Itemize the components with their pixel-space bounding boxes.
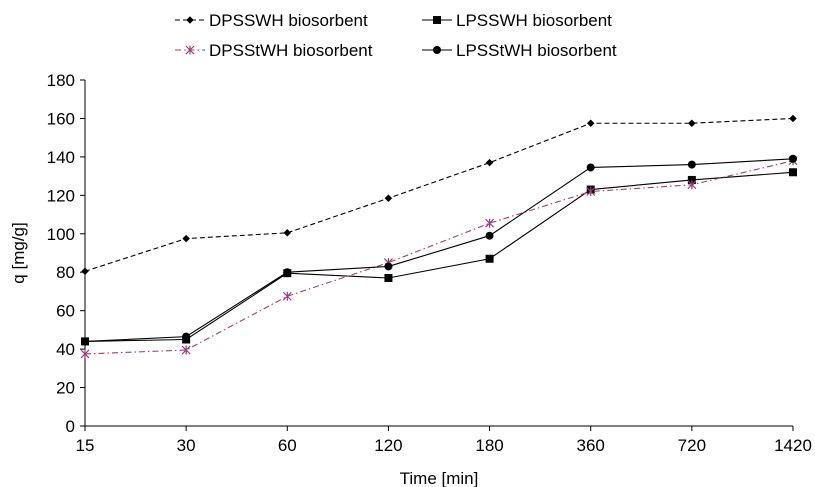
y-tick-label: 160 xyxy=(47,109,75,128)
data-point xyxy=(688,119,696,128)
series-line xyxy=(84,160,794,355)
legend-label: DPSStWH biosorbent xyxy=(209,41,373,60)
x-tick-label: 120 xyxy=(374,436,402,455)
data-point xyxy=(282,291,292,301)
data-point xyxy=(182,234,190,243)
x-tick-label: 180 xyxy=(475,436,503,455)
series-line xyxy=(84,158,794,342)
legend-label: LPSSWH biosorbent xyxy=(456,11,612,30)
series-line xyxy=(84,117,794,272)
y-tick-label: 40 xyxy=(56,340,75,359)
x-tick-label: 60 xyxy=(278,436,297,455)
y-tick-label: 100 xyxy=(47,225,75,244)
legend-marker xyxy=(433,16,441,24)
y-tick-label: 20 xyxy=(56,379,75,398)
series-line xyxy=(84,171,794,342)
series-0 xyxy=(81,114,797,276)
x-axis-ticks: 15 30 60 120 180 360 720 1420 xyxy=(76,426,812,455)
data-point xyxy=(789,168,797,177)
legend-item: DPSSWH biosorbent xyxy=(175,11,368,30)
series-1 xyxy=(81,168,797,346)
data-point xyxy=(182,332,191,341)
legend: DPSSWH biosorbent LPSSWH biosorbent DPSStW… xyxy=(175,11,617,60)
data-point xyxy=(586,163,595,172)
data-point xyxy=(384,194,393,203)
axes: 0 20 40 60 80 100 120 140 160 180 15 30 60 120 180 360… xyxy=(9,71,812,487)
x-tick-label: 720 xyxy=(678,436,706,455)
data-point xyxy=(81,337,89,346)
data-point xyxy=(283,228,292,237)
series-2 xyxy=(80,156,798,359)
legend-item: DPSStWH biosorbent xyxy=(175,41,373,60)
y-axis-title: q [mg/g] xyxy=(9,222,28,283)
x-tick-label: 30 xyxy=(177,436,196,455)
data-point xyxy=(283,268,292,277)
x-axis-title: Time [min] xyxy=(400,469,479,487)
legend-marker xyxy=(433,46,441,54)
legend-label: DPSSWH biosorbent xyxy=(209,11,368,30)
data-point xyxy=(80,349,90,359)
data-point xyxy=(687,160,696,169)
y-tick-label: 140 xyxy=(47,148,75,167)
data-point xyxy=(81,267,89,276)
data-point xyxy=(384,262,393,271)
legend-label: LPSStWH biosorbent xyxy=(456,41,617,60)
y-tick-label: 0 xyxy=(66,417,75,436)
y-tick-label: 180 xyxy=(47,71,75,90)
data-point xyxy=(687,180,697,190)
legend-marker xyxy=(186,16,194,24)
data-point xyxy=(586,186,596,196)
data-point xyxy=(485,158,494,167)
legend-marker xyxy=(185,45,195,55)
y-tick-label: 60 xyxy=(56,302,75,321)
legend-item: LPSSWH biosorbent xyxy=(422,11,612,30)
data-point xyxy=(485,254,494,263)
data-point xyxy=(789,114,797,123)
x-tick-label: 360 xyxy=(577,436,605,455)
data-point xyxy=(181,345,191,355)
y-tick-label: 80 xyxy=(56,263,75,282)
plot-area xyxy=(80,114,798,359)
x-tick-label: 1420 xyxy=(774,436,812,455)
x-tick-label: 15 xyxy=(76,436,95,455)
series-3 xyxy=(81,154,797,346)
y-tick-label: 120 xyxy=(47,186,75,205)
data-point xyxy=(687,175,696,184)
y-axis-ticks: 0 20 40 60 80 100 120 140 160 180 xyxy=(47,71,85,436)
data-point xyxy=(586,119,595,128)
legend-item: LPSStWH biosorbent xyxy=(422,41,617,60)
data-point xyxy=(485,231,494,240)
data-point xyxy=(789,154,797,163)
data-point xyxy=(384,273,393,282)
data-point xyxy=(485,218,494,228)
